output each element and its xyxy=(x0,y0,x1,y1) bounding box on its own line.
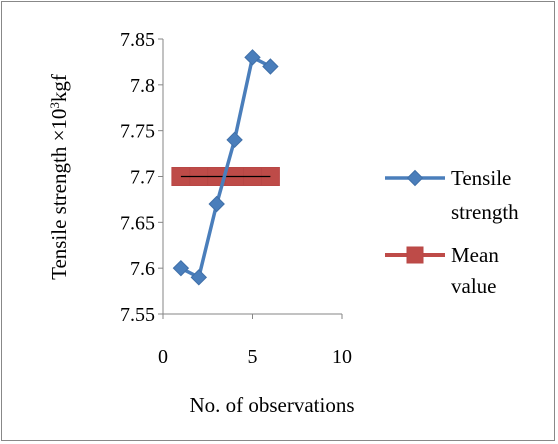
y-tick-label: 7.75 xyxy=(120,121,155,143)
legend-mean-value-label: value xyxy=(451,274,496,298)
y-tick-label: 7.6 xyxy=(130,258,155,280)
legend-tensile-strength-marker xyxy=(406,169,424,187)
tensile-strength-marker xyxy=(208,195,225,213)
tensile-strength-marker xyxy=(226,131,243,149)
y-tick-label: 7.85 xyxy=(120,29,155,51)
y-axis-title: Tensile strength ×103kgf xyxy=(47,74,72,280)
y-tick-label: 7.55 xyxy=(120,304,155,326)
tensile-strength-marker xyxy=(172,259,190,277)
legend-mean-value-marker xyxy=(406,246,424,264)
legend-tensile-strength-label: strength xyxy=(451,200,519,224)
y-tick-label: 7.65 xyxy=(120,212,155,234)
legend-mean-value-label: Mean xyxy=(451,243,499,267)
x-tick-label: 0 xyxy=(158,346,168,368)
x-tick-label: 10 xyxy=(332,346,352,368)
x-tick-label: 5 xyxy=(248,346,258,368)
y-tick-label: 7.7 xyxy=(130,167,155,189)
series-layer xyxy=(171,49,280,286)
tensile-strength-marker xyxy=(244,49,261,66)
tensile-strength-marker xyxy=(190,269,208,286)
y-tick-label: 7.8 xyxy=(130,75,155,97)
legend-tensile-strength-label: Tensile xyxy=(451,166,511,190)
axes: 7.55 7.6 7.65 7.7 7.75 7.8 7.85 0 5 10 xyxy=(120,29,352,368)
tensile-strength-marker xyxy=(262,58,279,75)
legend: Tensile strength Mean value xyxy=(385,166,519,298)
x-axis-title: No. of observations xyxy=(189,393,354,417)
